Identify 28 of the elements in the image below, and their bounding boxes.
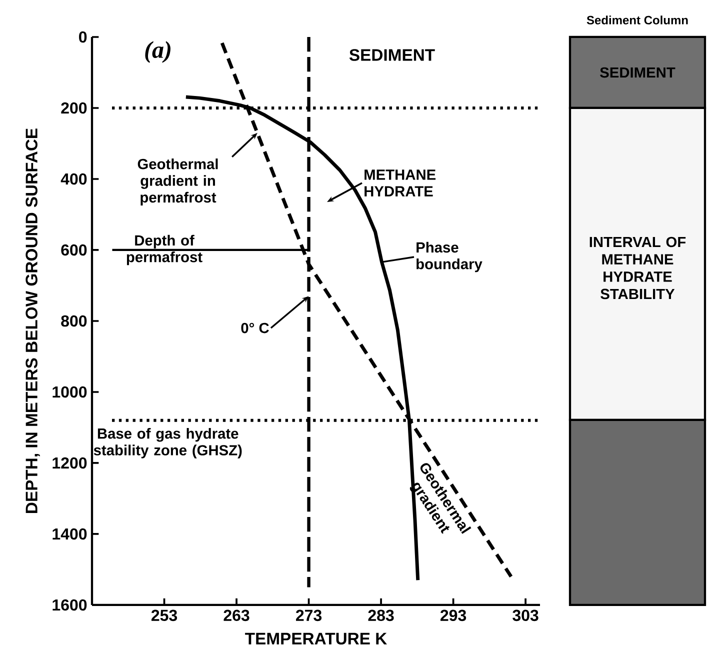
x-axis-title: TEMPERATURE K	[245, 632, 387, 645]
annotation: Phase boundary	[416, 242, 482, 272]
y-tick-label: 400	[60, 173, 87, 185]
annotation: 0° C	[241, 322, 269, 334]
text: INTERVAL OF METHANE HYDRATE STABILITY	[590, 236, 686, 300]
y-tick-label: 600	[61, 244, 87, 256]
x-tick-label: 253	[151, 610, 178, 622]
x-tick-label: 263	[224, 610, 250, 622]
annotation: (a)	[145, 41, 170, 63]
annotation: Base of gas hydrate stability zone (GHSZ)	[94, 428, 242, 458]
x-tick-label: 303	[512, 610, 538, 622]
y-tick-label: 1200	[52, 457, 87, 469]
annotation: Geothermal gradient in permafrost	[138, 158, 218, 206]
y-tick-label: 1400	[52, 528, 87, 540]
y-tick-label: 800	[61, 315, 87, 327]
annotation: METHANE HYDRATE	[364, 170, 436, 196]
text: SEDIMENT	[600, 67, 676, 78]
y-tick-label: 200	[61, 102, 87, 114]
annotation: Depth of permafrost	[126, 234, 202, 266]
x-tick-label: 273	[296, 610, 322, 622]
text: Sediment Column	[586, 16, 688, 24]
x-tick-label: 293	[440, 610, 466, 622]
y-tick-label: 1600	[52, 599, 87, 611]
x-tick-label: 283	[368, 610, 394, 622]
y-tick-label: 0	[79, 31, 87, 43]
y-axis-title: DEPTH, IN METERS BELOW GROUND SURFACE	[26, 128, 40, 513]
y-tick-label: 1000	[52, 386, 87, 398]
annotation: SEDIMENT	[349, 49, 435, 61]
